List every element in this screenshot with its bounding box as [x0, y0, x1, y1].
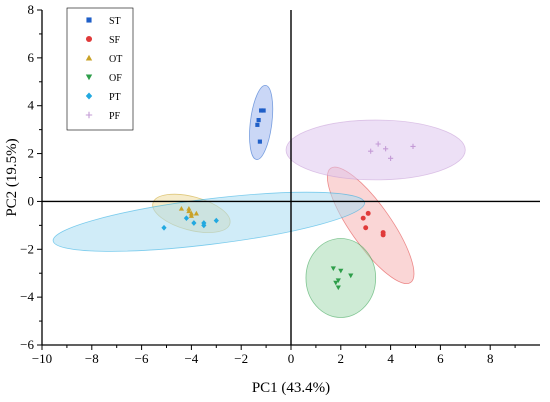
ellipse-pt — [52, 191, 365, 252]
point-ot — [188, 213, 194, 218]
point-pf — [368, 148, 374, 154]
legend-item-pt: PT — [85, 92, 121, 103]
x-tick-label: 8 — [487, 351, 494, 366]
x-tick-label: 4 — [387, 351, 394, 366]
x-tick-label: 0 — [288, 351, 295, 366]
y-tick-label: −6 — [20, 337, 34, 352]
point-st — [261, 108, 266, 113]
point-sf — [365, 210, 371, 216]
point-ot — [186, 206, 192, 211]
point-pt — [183, 215, 190, 222]
y-tick-label: 2 — [28, 146, 35, 161]
data-points — [161, 108, 416, 291]
point-pf — [410, 143, 416, 149]
y-tick-label: 4 — [28, 98, 35, 113]
series-pf — [368, 141, 416, 161]
series-st — [255, 108, 266, 144]
legend-label-pt: PT — [109, 92, 121, 103]
legend-item-of: OF — [85, 73, 122, 84]
y-tick-label: 8 — [28, 2, 35, 17]
point-ot — [186, 208, 192, 214]
x-tick-label: −8 — [85, 351, 99, 366]
point-sf — [380, 232, 386, 238]
legend: ST SF OT OF PT PF — [66, 7, 134, 131]
x-tick-label: −2 — [234, 351, 248, 366]
point-pt — [191, 220, 197, 226]
legend-label-sf: SF — [109, 35, 121, 46]
y-tick-label: 6 — [28, 50, 35, 65]
y-axis-ticks: −6 −4 −2 0 2 4 6 8 — [20, 2, 42, 352]
point-pf — [383, 146, 389, 152]
x-tick-label: −10 — [32, 351, 52, 366]
point-pt — [161, 224, 167, 231]
point-pf — [388, 155, 394, 161]
axes: −10 −8 −6 −4 −2 0 2 4 6 8 −6 −4 −2 0 2 4 6 8 — [20, 2, 540, 366]
ellipse-st — [249, 84, 274, 160]
x-tick-label: 6 — [437, 351, 444, 366]
legend-label-ot: OT — [109, 54, 122, 65]
point-ot — [188, 210, 194, 216]
point-pf — [375, 141, 381, 147]
legend-marker-pf — [85, 111, 93, 119]
point-pt — [201, 220, 207, 226]
point-of — [348, 273, 354, 279]
point-st — [259, 108, 264, 113]
legend-marker-st — [86, 17, 92, 23]
legend-label-pf: PF — [109, 111, 121, 122]
y-axis-title: PC2 (19.5%) — [4, 138, 20, 216]
point-ot — [193, 210, 199, 216]
x-tick-label: 2 — [338, 351, 345, 366]
point-st — [257, 139, 262, 144]
y-tick-label: −4 — [20, 289, 34, 304]
legend-marker-sf — [85, 35, 93, 43]
point-pt — [213, 217, 219, 224]
legend-label-of: OF — [109, 73, 122, 84]
point-of — [330, 266, 336, 272]
point-of — [335, 285, 341, 291]
legend-label-st: ST — [109, 16, 121, 27]
legend-frame — [66, 7, 134, 131]
legend-marker-of — [85, 74, 93, 81]
point-of — [333, 280, 339, 286]
y-tick-label: 0 — [28, 193, 35, 208]
legend-item-st: ST — [86, 16, 121, 27]
series-sf — [360, 210, 386, 238]
point-sf — [363, 225, 369, 231]
x-axis-title: PC1 (43.4%) — [252, 380, 330, 396]
series-pt — [161, 215, 219, 231]
point-ot — [178, 206, 185, 211]
point-st — [256, 117, 261, 123]
legend-marker-ot — [85, 54, 93, 61]
ellipse-of — [305, 238, 377, 318]
x-tick-label: −6 — [135, 351, 149, 366]
ellipse-pf — [285, 119, 466, 181]
series-ot — [178, 206, 199, 218]
x-axis-ticks: −10 −8 −6 −4 −2 0 2 4 6 8 — [32, 345, 516, 366]
legend-item-pf: PF — [85, 111, 121, 122]
point-of — [335, 278, 341, 283]
legend-item-ot: OT — [85, 54, 122, 65]
y-tick-label: −2 — [20, 241, 34, 256]
legend-marker-pt — [85, 92, 93, 100]
series-of — [330, 266, 354, 291]
legend-item-sf: SF — [85, 35, 121, 46]
point-sf — [360, 215, 366, 221]
point-of — [338, 268, 344, 274]
point-st — [255, 122, 260, 127]
x-tick-label: −4 — [184, 351, 198, 366]
